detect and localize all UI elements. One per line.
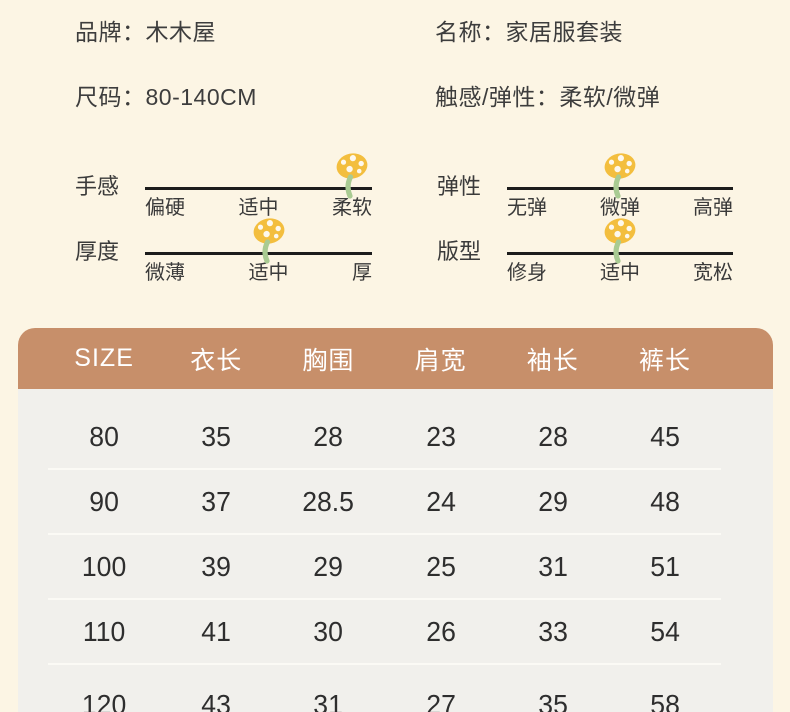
info-size-range: 尺码：80-140CM	[75, 81, 435, 113]
slider-elasticity: 弹性 无弹 微弹 高弹	[395, 153, 790, 220]
slider-options: 偏硬 适中 柔软	[145, 153, 372, 220]
table-cell: 35	[201, 420, 232, 452]
mushroom-marker	[249, 216, 289, 270]
slider-option: 无弹	[507, 197, 547, 219]
table-cell: 100	[81, 550, 127, 582]
table-cell: 28	[313, 420, 344, 452]
info-label: 品牌：	[75, 19, 146, 45]
table-cell: 28.5	[302, 485, 355, 517]
slider-thickness: 厚度 微薄 适中 厚	[0, 218, 395, 285]
table-cell: 30	[313, 615, 344, 647]
mushroom-marker	[600, 216, 640, 270]
slider-options: 微薄 适中 厚	[145, 218, 372, 285]
slider-line	[507, 187, 733, 190]
slider-option: 偏硬	[145, 197, 185, 219]
slider-label: 手感	[75, 174, 120, 199]
info-name: 名称：家居服套装	[435, 16, 790, 48]
size-table-body: 80 35 28 23 28 45 90 37 28.5 24 29 48 10…	[18, 389, 773, 712]
info-label: 名称：	[435, 19, 506, 45]
slider-option: 修身	[507, 262, 547, 284]
slider-options: 修身 适中 宽松	[507, 218, 733, 285]
table-cell: 45	[650, 420, 680, 452]
slider-label: 厚度	[75, 239, 120, 264]
slider-option: 柔软	[332, 153, 372, 220]
mushroom-icon	[253, 218, 284, 264]
slider-track: 偏硬 适中 柔软	[145, 153, 372, 220]
mushroom-icon	[604, 153, 636, 199]
info-touch-elasticity: 触感/弹性：柔软/微弹	[435, 81, 790, 113]
size-table-header: SIZE 衣长 胸围 肩宽 袖长 裤长	[18, 328, 773, 389]
table-cell: 24	[425, 485, 456, 517]
table-header-cell: 肩宽	[414, 346, 467, 375]
table-row: 120 43 31 27 35 58	[48, 665, 721, 712]
info-brand: 品牌：木木屋	[75, 16, 435, 48]
table-cell: 23	[425, 420, 456, 452]
table-cell: 26	[425, 615, 456, 647]
info-value: 80-140CM	[145, 84, 257, 110]
table-cell: 90	[89, 485, 119, 517]
table-cell: 31	[313, 689, 344, 712]
table-cell: 28	[537, 420, 568, 452]
table-row: 90 37 28.5 24 29 48	[48, 470, 721, 535]
table-cell: 54	[650, 615, 680, 647]
info-label: 尺码：	[75, 84, 146, 110]
attribute-sliders: 手感 偏硬 适中 柔软 弹性 无弹 微弹 高弹 厚度	[0, 153, 790, 285]
table-cell: 29	[313, 550, 344, 582]
slider-option: 适中	[600, 218, 640, 285]
table-cell: 37	[201, 485, 232, 517]
info-value: 柔软/微弹	[559, 84, 661, 110]
table-cell: 51	[650, 550, 680, 582]
slider-label: 版型	[437, 239, 482, 264]
table-cell: 41	[201, 615, 232, 647]
mushroom-icon	[604, 218, 636, 264]
slider-track: 微薄 适中 厚	[145, 218, 372, 285]
table-header-cell: 胸围	[302, 346, 355, 375]
slider-line	[145, 187, 372, 190]
slider-options: 无弹 微弹 高弹	[507, 153, 733, 220]
table-cell: 31	[537, 550, 568, 582]
table-cell: 35	[537, 689, 568, 712]
table-row: 100 39 29 25 31 51	[48, 535, 721, 600]
table-cell: 120	[81, 689, 127, 712]
info-label: 触感/弹性：	[435, 84, 560, 110]
table-row: 80 35 28 23 28 45	[48, 405, 721, 470]
slider-option: 宽松	[693, 262, 733, 284]
table-cell: 80	[89, 420, 119, 452]
slider-track: 无弹 微弹 高弹	[507, 153, 733, 220]
table-cell: 58	[650, 689, 680, 712]
table-cell: 43	[201, 689, 232, 712]
mushroom-icon	[336, 153, 368, 199]
slider-line	[507, 252, 733, 255]
table-cell: 27	[425, 689, 456, 712]
table-header-cell: SIZE	[74, 344, 134, 372]
table-row: 110 41 30 26 33 54	[48, 600, 721, 665]
table-header-cell: 袖长	[526, 346, 579, 375]
table-cell: 29	[537, 485, 568, 517]
table-header-cell: 裤长	[638, 346, 691, 375]
table-cell: 33	[537, 615, 568, 647]
mushroom-marker	[332, 151, 372, 205]
table-cell: 25	[425, 550, 456, 582]
table-cell: 48	[650, 485, 680, 517]
slider-option: 厚	[352, 262, 372, 284]
slider-label: 弹性	[437, 174, 482, 199]
slider-option: 适中	[249, 218, 289, 285]
size-table: SIZE 衣长 胸围 肩宽 袖长 裤长 80 35 28 23 28 45 90…	[18, 328, 773, 712]
table-cell: 39	[201, 550, 232, 582]
slider-option: 微薄	[145, 262, 185, 284]
mushroom-marker	[600, 151, 640, 205]
slider-option: 微弹	[600, 153, 640, 220]
info-value: 木木屋	[145, 19, 216, 45]
info-value: 家居服套装	[505, 19, 623, 45]
slider-track: 修身 适中 宽松	[507, 218, 733, 285]
slider-hand-feel: 手感 偏硬 适中 柔软	[0, 153, 395, 220]
slider-fit: 版型 修身 适中 宽松	[395, 218, 790, 285]
table-header-cell: 衣长	[190, 346, 243, 375]
slider-option: 适中	[238, 197, 279, 219]
table-cell: 110	[82, 615, 126, 647]
slider-line	[145, 252, 372, 255]
product-info: 品牌：木木屋 名称：家居服套装 尺码：80-140CM 触感/弹性：柔软/微弹	[0, 16, 790, 113]
slider-option: 高弹	[693, 197, 733, 219]
